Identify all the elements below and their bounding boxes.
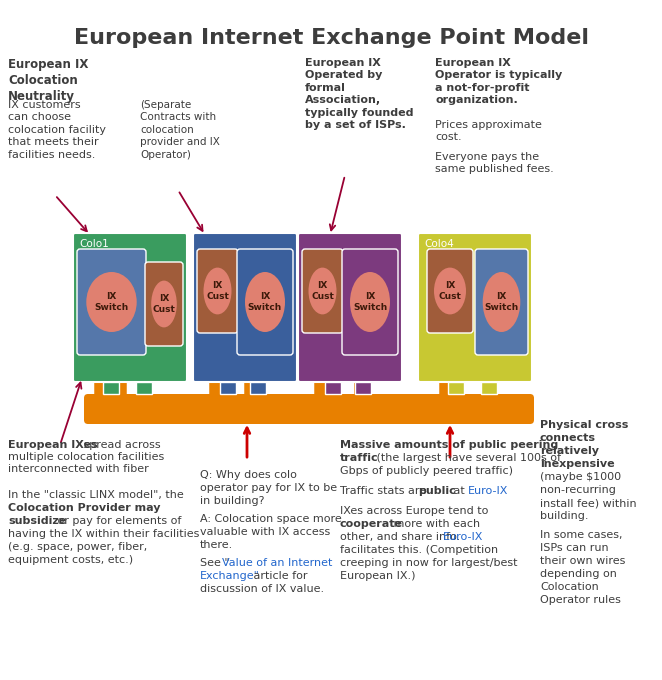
- Text: public: public: [418, 486, 455, 496]
- Text: See ": See ": [200, 558, 230, 568]
- FancyBboxPatch shape: [73, 233, 187, 382]
- Ellipse shape: [245, 272, 285, 332]
- Text: (e.g. space, power, fiber,: (e.g. space, power, fiber,: [8, 542, 147, 552]
- Text: (Separate
Contracts with
colocation
provider and IX
Operator): (Separate Contracts with colocation prov…: [140, 100, 220, 160]
- Text: A: Colocation space more: A: Colocation space more: [200, 514, 342, 524]
- Ellipse shape: [151, 281, 177, 327]
- Text: IX
Switch: IX Switch: [248, 292, 282, 311]
- Text: facilitates this. (Competition: facilitates this. (Competition: [340, 545, 498, 555]
- Text: Colo1: Colo1: [79, 239, 109, 249]
- Text: Colo4: Colo4: [424, 239, 453, 249]
- Text: Operator rules: Operator rules: [540, 595, 621, 605]
- Ellipse shape: [203, 268, 232, 314]
- Text: more with each: more with each: [390, 519, 480, 529]
- Text: Euro-IX: Euro-IX: [468, 486, 508, 496]
- FancyBboxPatch shape: [355, 382, 371, 394]
- Ellipse shape: [350, 272, 390, 332]
- FancyBboxPatch shape: [298, 233, 402, 382]
- Text: (the largest have several 100s of: (the largest have several 100s of: [373, 453, 561, 463]
- Text: relatively: relatively: [540, 446, 599, 456]
- Text: IX
Switch: IX Switch: [485, 292, 518, 311]
- Text: Colocation Provider may: Colocation Provider may: [8, 503, 160, 513]
- Text: Physical cross: Physical cross: [540, 420, 628, 430]
- Text: having the IX within their facilities: having the IX within their facilities: [8, 529, 199, 539]
- Ellipse shape: [308, 268, 336, 314]
- Text: there.: there.: [200, 540, 233, 550]
- FancyBboxPatch shape: [220, 382, 236, 394]
- Text: IX
Switch: IX Switch: [353, 292, 387, 311]
- Text: discussion of IX value.: discussion of IX value.: [200, 584, 324, 594]
- Text: cooperate: cooperate: [340, 519, 403, 529]
- Ellipse shape: [86, 272, 136, 332]
- Text: European IXes: European IXes: [8, 440, 98, 450]
- Text: valuable with IX access: valuable with IX access: [200, 527, 330, 537]
- Text: at: at: [450, 486, 468, 496]
- Text: IX
Switch: IX Switch: [95, 292, 128, 311]
- FancyBboxPatch shape: [103, 382, 118, 394]
- Text: inexpensive: inexpensive: [540, 459, 614, 469]
- Text: IX
Cust: IX Cust: [311, 282, 334, 301]
- FancyBboxPatch shape: [427, 249, 473, 333]
- Text: European IX.): European IX.): [340, 571, 416, 581]
- FancyBboxPatch shape: [250, 382, 266, 394]
- Text: Massive amounts of public peering: Massive amounts of public peering: [340, 440, 558, 450]
- FancyBboxPatch shape: [145, 262, 183, 346]
- Text: Colocation: Colocation: [540, 582, 598, 592]
- Text: other, and share info.: other, and share info.: [340, 532, 464, 542]
- Text: install fee) within: install fee) within: [540, 498, 637, 508]
- Text: In the "classic LINX model", the: In the "classic LINX model", the: [8, 490, 184, 500]
- Text: traffic: traffic: [340, 453, 379, 463]
- Text: ISPs can run: ISPs can run: [540, 543, 608, 553]
- Text: Exchange": Exchange": [200, 571, 260, 581]
- Text: IX
Cust: IX Cust: [152, 294, 175, 313]
- Text: creeping in now for largest/best: creeping in now for largest/best: [340, 558, 518, 568]
- Text: building.: building.: [540, 511, 589, 521]
- FancyBboxPatch shape: [237, 249, 293, 355]
- FancyBboxPatch shape: [342, 249, 398, 355]
- FancyBboxPatch shape: [325, 382, 341, 394]
- Text: non-recurring: non-recurring: [540, 485, 616, 495]
- FancyBboxPatch shape: [84, 394, 534, 424]
- FancyBboxPatch shape: [448, 382, 463, 394]
- Text: interconnected with fiber: interconnected with fiber: [8, 464, 149, 474]
- Text: spread across: spread across: [80, 440, 161, 450]
- Text: IX
Cust: IX Cust: [438, 282, 461, 301]
- Text: Euro-IX: Euro-IX: [443, 532, 483, 542]
- Text: Q: Why does colo: Q: Why does colo: [200, 470, 297, 480]
- Ellipse shape: [434, 268, 466, 314]
- FancyBboxPatch shape: [481, 382, 496, 394]
- Text: multiple colocation facilities: multiple colocation facilities: [8, 452, 164, 462]
- FancyBboxPatch shape: [197, 249, 238, 333]
- FancyBboxPatch shape: [302, 249, 343, 333]
- Text: or pay for elements of: or pay for elements of: [54, 516, 181, 526]
- Text: European Internet Exchange Point Model: European Internet Exchange Point Model: [73, 28, 589, 48]
- FancyBboxPatch shape: [77, 249, 146, 355]
- Text: European IX
Operator is typically
a not-for-profit
organization.: European IX Operator is typically a not-…: [435, 58, 562, 105]
- Text: Gbps of publicly peered traffic): Gbps of publicly peered traffic): [340, 466, 513, 476]
- Text: connects: connects: [540, 433, 596, 443]
- Text: (maybe $1000: (maybe $1000: [540, 472, 621, 482]
- Text: subsidize: subsidize: [8, 516, 66, 526]
- Text: IX
Cust: IX Cust: [206, 282, 229, 301]
- Ellipse shape: [483, 272, 520, 332]
- Text: IXes across Europe tend to: IXes across Europe tend to: [340, 506, 489, 516]
- Text: European IX
Operated by
formal
Association,
typically founded
by a set of ISPs.: European IX Operated by formal Associati…: [305, 58, 414, 130]
- Text: Traffic stats are: Traffic stats are: [340, 486, 430, 496]
- Text: operator pay for IX to be: operator pay for IX to be: [200, 483, 337, 493]
- FancyBboxPatch shape: [475, 249, 528, 355]
- Text: equipment costs, etc.): equipment costs, etc.): [8, 555, 133, 565]
- Text: their own wires: their own wires: [540, 556, 626, 566]
- Text: depending on: depending on: [540, 569, 617, 579]
- Text: IX customers
can choose
colocation facility
that meets their
facilities needs.: IX customers can choose colocation facil…: [8, 100, 106, 160]
- Text: in building?: in building?: [200, 496, 265, 506]
- Text: Everyone pays the
same published fees.: Everyone pays the same published fees.: [435, 152, 553, 174]
- Text: Prices approximate
cost.: Prices approximate cost.: [435, 120, 542, 142]
- Text: In some cases,: In some cases,: [540, 530, 622, 540]
- FancyBboxPatch shape: [136, 382, 152, 394]
- FancyBboxPatch shape: [193, 233, 297, 382]
- FancyBboxPatch shape: [418, 233, 532, 382]
- Text: article for: article for: [250, 571, 308, 581]
- Text: European IX
Colocation
Neutrality: European IX Colocation Neutrality: [8, 58, 88, 103]
- Text: Value of an Internet: Value of an Internet: [222, 558, 332, 568]
